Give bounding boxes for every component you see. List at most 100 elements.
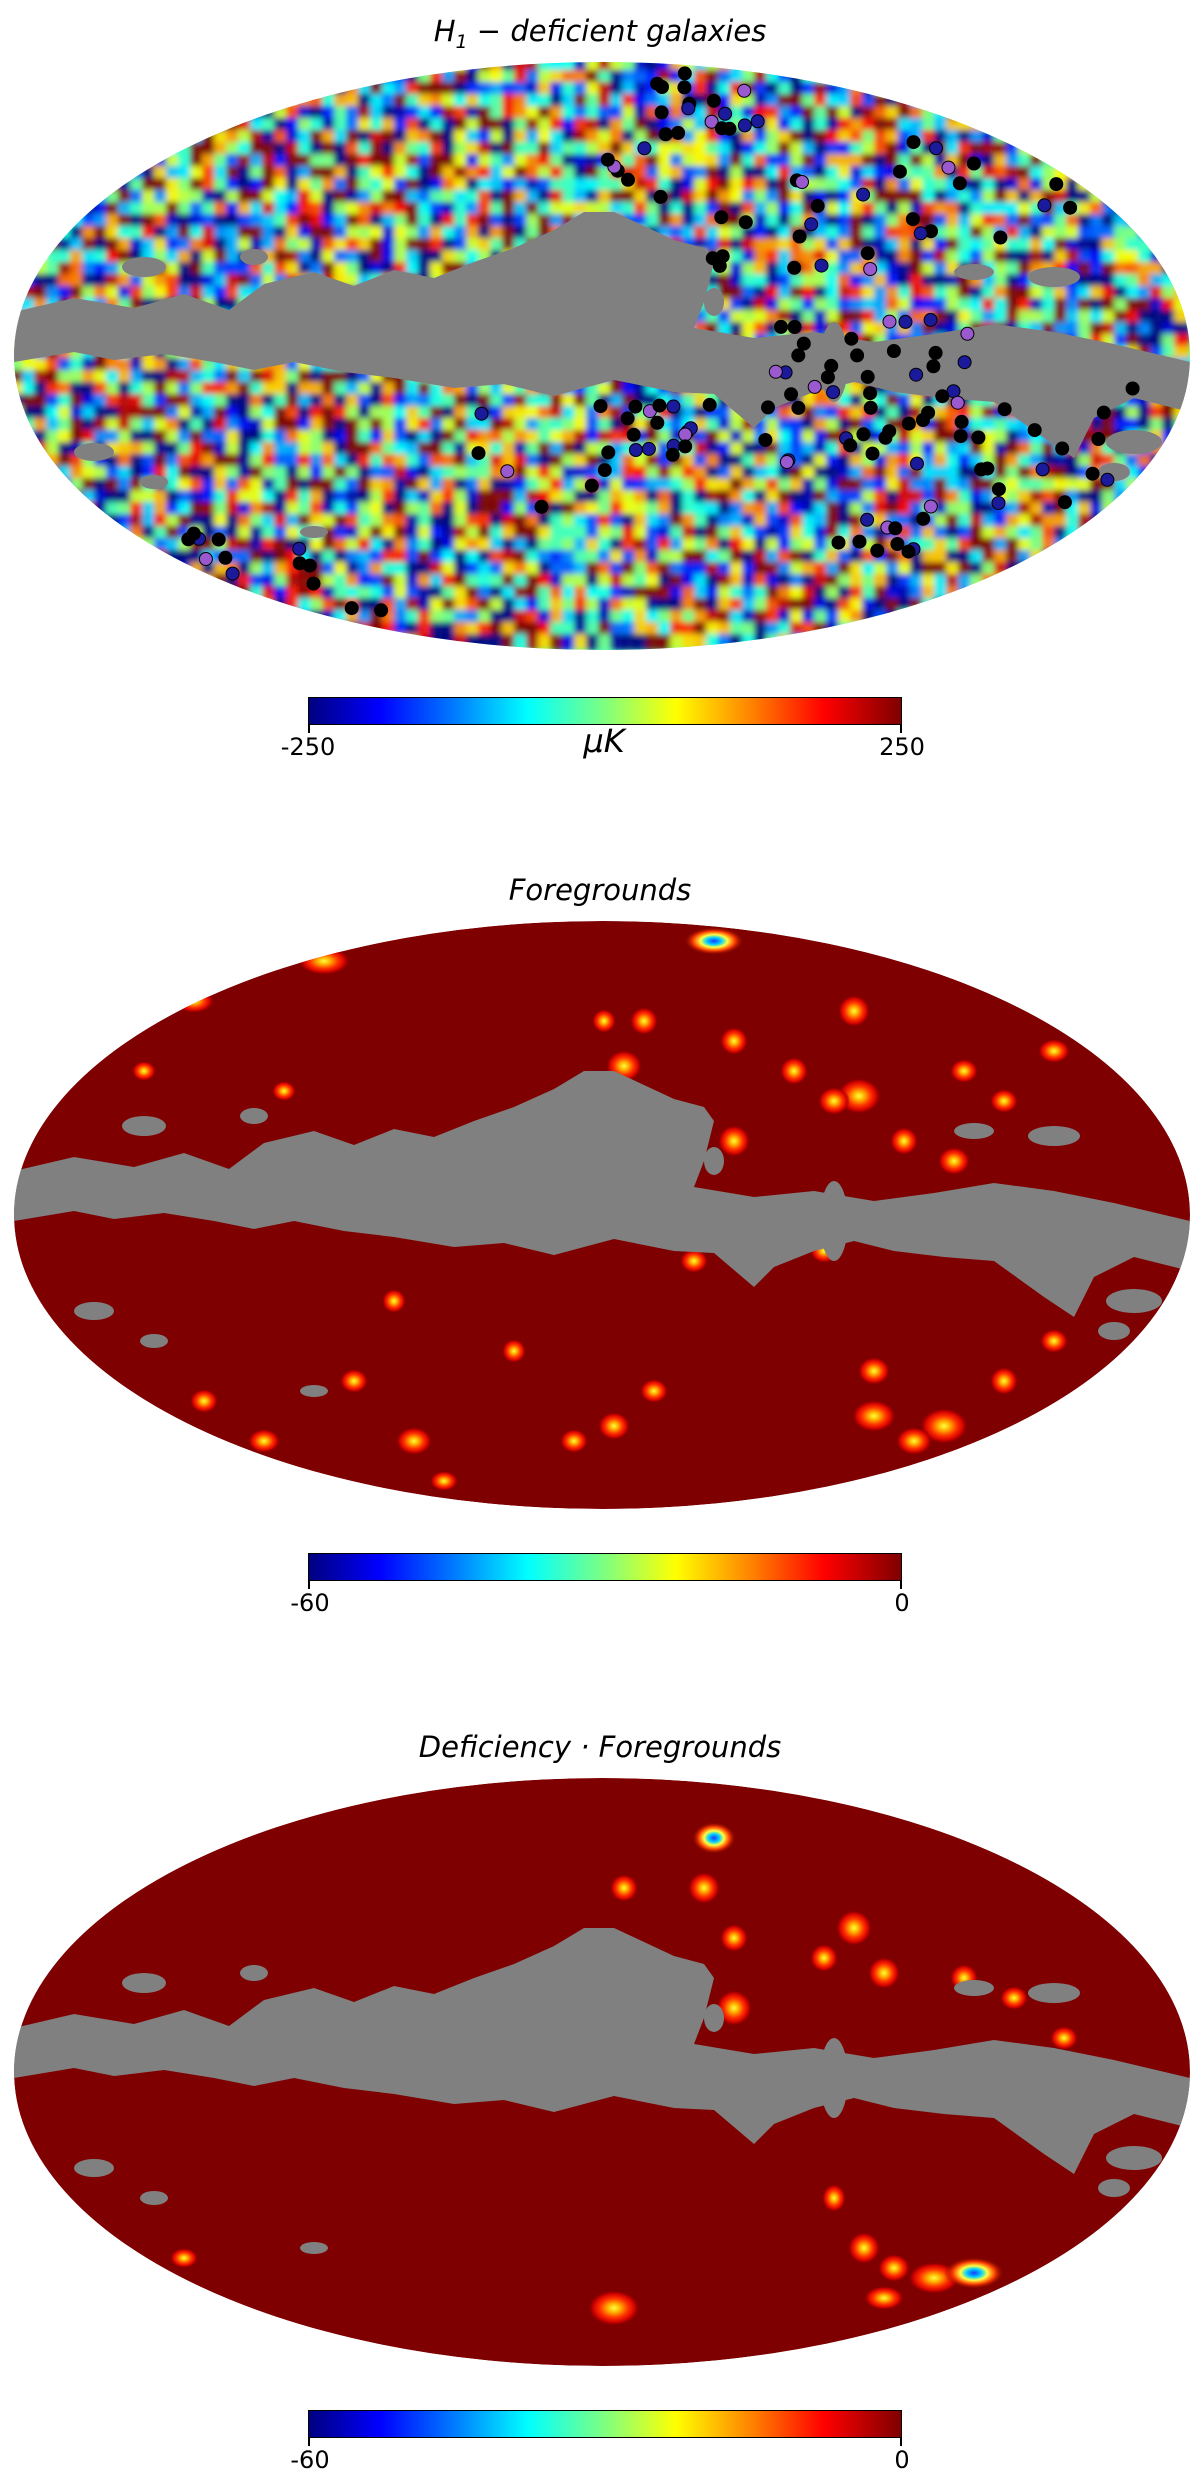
temperature-patch [46,226,62,242]
temperature-patch [1150,178,1166,194]
temperature-patch [226,106,242,122]
temperature-patch [1030,562,1046,578]
temperature-patch [1090,62,1106,74]
temperature-patch [46,562,62,578]
galaxy-point [952,176,967,191]
temperature-patch [322,634,338,650]
temperature-patch [154,106,170,122]
temperature-patch [838,70,854,86]
temperature-patch [958,62,974,74]
temperature-patch [1054,70,1070,86]
temperature-patch [22,154,38,170]
temperature-patch [1174,418,1190,434]
temperature-patch [1090,130,1106,146]
temperature-patch [1102,562,1118,578]
temperature-patch [826,634,842,650]
temperature-patch [1006,106,1022,122]
temperature-patch [14,262,26,278]
temperature-patch [1078,526,1094,542]
temperature-patch [178,94,194,110]
temperature-patch [1114,514,1130,530]
temperature-patch [46,538,62,554]
temperature-patch [922,82,938,98]
temperature-patch [1006,70,1022,86]
temperature-patch [106,142,122,158]
temperature-patch [1066,538,1082,554]
temperature-patch [1018,130,1034,146]
temperature-patch [1150,202,1166,218]
temperature-patch [1102,118,1118,134]
galaxy-point [712,258,727,273]
temperature-patch [1090,118,1106,134]
temperature-patch [14,454,26,470]
temperature-patch [298,70,314,86]
temperature-patch [14,286,26,302]
temperature-patch [166,82,182,98]
galaxy-point [784,387,799,402]
temperature-patch [58,538,74,554]
temperature-patch [1102,586,1118,602]
temperature-patch [1174,214,1190,230]
temperature-patch [1150,574,1166,590]
temperature-patch [58,154,74,170]
temperature-patch [46,166,62,182]
temperature-patch [430,62,446,74]
temperature-patch [1042,634,1058,650]
galaxy-point [997,402,1012,417]
galaxy-point [758,433,773,447]
temperature-patch [1066,70,1082,86]
temperature-patch [1054,634,1070,650]
temperature-patch [1174,478,1190,494]
temperature-patch [298,622,314,638]
galaxy-point [1063,200,1078,215]
temperature-patch [1162,250,1178,266]
temperature-patch [1150,634,1166,650]
temperature-patch [1090,622,1106,638]
temperature-patch [154,94,170,110]
temperature-patch [1138,478,1154,494]
temperature-patch [1138,106,1154,122]
temperature-patch [154,118,170,134]
temperature-patch [1162,538,1178,554]
temperature-patch [154,70,170,86]
temperature-patch [178,130,194,146]
temperature-patch [214,598,230,614]
temperature-patch [1162,94,1178,110]
temperature-patch [106,598,122,614]
temperature-patch [1138,154,1154,170]
galaxy-point [658,127,673,142]
temperature-patch [274,70,290,86]
temperature-patch [1174,166,1190,182]
temperature-patch [250,622,266,638]
temperature-patch [1102,82,1118,98]
mask-island [954,264,994,280]
temperature-patch [106,70,122,86]
temperature-patch [70,538,86,554]
galaxy-point [971,430,986,445]
temperature-patch [1066,106,1082,122]
temperature-patch [1174,70,1190,86]
temperature-patch [1054,154,1070,170]
temperature-patch [226,634,242,650]
temperature-patch [226,622,242,638]
temperature-patch [14,598,26,614]
galaxy-point [637,141,652,156]
temperature-patch [1150,598,1166,614]
temperature-patch [46,502,62,518]
foreground-hotspot [298,947,350,975]
temperature-patch [154,62,170,74]
temperature-patch [1174,202,1190,218]
temperature-patch [1162,82,1178,98]
temperature-patch [14,238,26,254]
temperature-patch [874,70,890,86]
temperature-patch [1138,214,1154,230]
temperature-patch [34,490,50,506]
temperature-patch [1126,574,1142,590]
temperature-patch [1162,202,1178,218]
temperature-patch [70,574,86,590]
temperature-patch [14,250,26,266]
temperature-patch [898,622,914,638]
temperature-patch [1066,82,1082,98]
temperature-patch [970,586,986,602]
galaxy-point [804,217,819,232]
